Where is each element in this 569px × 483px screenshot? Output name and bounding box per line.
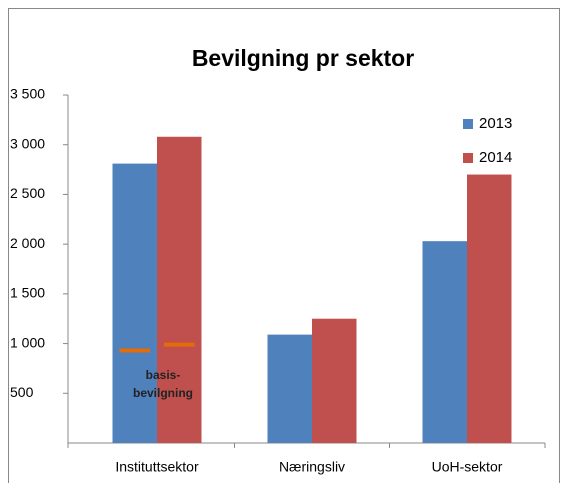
bar	[157, 136, 202, 443]
y-tick-label: 3 500	[10, 86, 45, 102]
bar	[467, 174, 512, 444]
legend-swatch	[463, 153, 473, 163]
bar	[112, 163, 157, 443]
bar	[312, 318, 357, 443]
y-tick-label: 3 000	[10, 135, 45, 151]
chart-title: Bevilgning pr sektor	[192, 45, 414, 71]
x-tick-label: Instituttsektor	[115, 459, 199, 475]
legend-swatch	[463, 119, 473, 129]
legend-label: 2014	[479, 149, 512, 166]
y-tick-label: 1 000	[10, 334, 45, 350]
bar	[422, 241, 467, 443]
x-tick-label: Næringsliv	[279, 459, 345, 475]
legend-label: 2013	[479, 115, 512, 132]
y-tick-label: 2 500	[10, 185, 45, 201]
x-tick-label: UoH-sektor	[432, 459, 503, 475]
y-tick-label: 500	[10, 384, 34, 400]
y-tick-label: 2 000	[10, 235, 45, 251]
y-tick-label: 1 500	[10, 285, 45, 301]
basis-label: basis-	[146, 368, 181, 382]
bar	[267, 334, 312, 443]
basis-label: bevilgning	[133, 386, 193, 400]
